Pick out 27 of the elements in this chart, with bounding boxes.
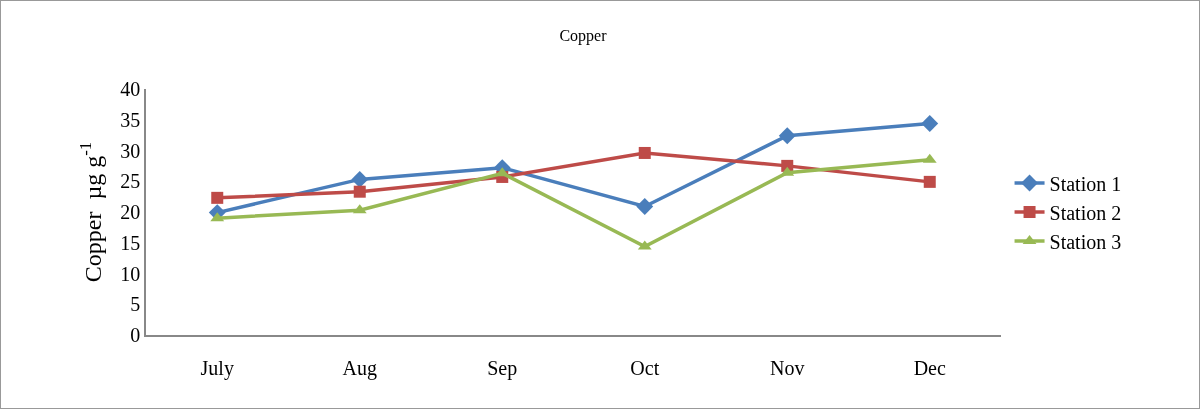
- legend-label: Station 3: [1049, 230, 1122, 253]
- x-tick-label: Oct: [630, 357, 660, 379]
- x-tick-label: Sep: [487, 357, 518, 380]
- point: [638, 146, 651, 159]
- y-tick-label: 5: [130, 293, 141, 316]
- y-tick-label: 15: [120, 231, 141, 254]
- y-tick-label: 0: [130, 324, 141, 346]
- point: [353, 185, 366, 198]
- legend-label: Station 2: [1049, 201, 1122, 224]
- x-tick-label: July: [200, 357, 234, 380]
- x-tick-label: Aug: [342, 357, 377, 380]
- x-tick-label: Nov: [770, 357, 805, 379]
- y-tick-label: 30: [120, 139, 141, 162]
- y-tick-label: 25: [120, 170, 141, 193]
- y-tick-label: 20: [120, 201, 141, 223]
- x-tick-label: Dec: [913, 357, 946, 379]
- chart-title: Copper: [559, 26, 608, 45]
- point: [921, 114, 939, 132]
- point: [778, 127, 796, 145]
- point: [211, 191, 224, 204]
- point: [351, 170, 369, 188]
- y-tick-label: 35: [120, 108, 141, 131]
- point: [636, 198, 654, 215]
- y-tick-label: 10: [120, 262, 141, 285]
- y-tick-label: 40: [120, 78, 141, 100]
- legend-label: Station 1: [1049, 172, 1122, 195]
- point: [923, 175, 936, 188]
